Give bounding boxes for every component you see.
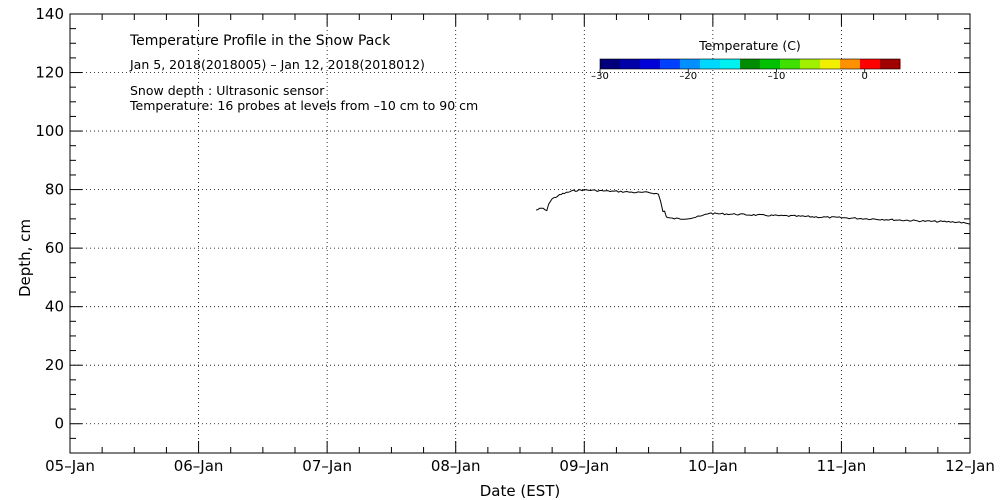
chart-subtitle: Jan 5, 2018(2018005) – Jan 12, 2018(2018… (129, 57, 425, 72)
y-tick-label: 120 (35, 64, 64, 82)
colorbar-tick-label: –10 (768, 71, 786, 82)
y-tick-label: 40 (45, 298, 64, 316)
colorbar-tick-label: –20 (679, 71, 697, 82)
colorbar-swatch (700, 59, 721, 69)
colorbar-swatch (780, 59, 801, 69)
y-tick-label: 20 (45, 356, 64, 374)
plot-frame (69, 13, 971, 454)
chart-title: Temperature Profile in the Snow Pack (129, 33, 391, 49)
colorbar-swatch (800, 59, 821, 69)
colorbar-swatch (660, 59, 681, 69)
colorbar-swatch (640, 59, 661, 69)
y-tick-label: 60 (45, 239, 64, 257)
colorbar-swatch (840, 59, 861, 69)
colorbar-swatch (600, 59, 621, 69)
x-tick-label: 08–Jan (431, 457, 481, 475)
y-tick-label: 80 (45, 181, 64, 199)
colorbar-tick-label: –30 (591, 71, 609, 82)
colorbar-frame (599, 58, 901, 70)
axis-ticks (69, 13, 971, 454)
colorbar-tick-label: 0 (862, 71, 868, 82)
colorbar-swatch (720, 59, 741, 69)
x-tick-label: 06–Jan (174, 457, 224, 475)
colorbar-swatch (740, 59, 761, 69)
colorbar-swatch (820, 59, 841, 69)
y-tick-label: 140 (35, 5, 64, 23)
y-axis-title: Depth, cm (16, 219, 34, 297)
colorbar-swatches (599, 58, 901, 70)
x-tick-label: 12–Jan (945, 457, 995, 475)
snow-depth-line (535, 188, 971, 225)
colorbar-title: Temperature (C) (698, 38, 801, 53)
x-tick-label: 10–Jan (688, 457, 738, 475)
series-layer (535, 188, 971, 225)
colorbar-swatch (680, 59, 701, 69)
x-tick-label: 07–Jan (302, 457, 352, 475)
y-tick-label: 0 (54, 415, 64, 433)
colorbar-swatch (880, 59, 901, 69)
colorbar-ticks: –30 –20 –10 0 (591, 69, 868, 82)
colorbar: Temperature (C) –30 –20 –10 0 (591, 38, 901, 82)
annotation-temperature: Temperature: 16 probes at levels from –1… (129, 98, 478, 113)
colorbar-swatch (760, 59, 781, 69)
x-axis-title: Date (EST) (480, 482, 561, 500)
x-tick-label: 05–Jan (45, 457, 95, 475)
grid-lines (70, 14, 970, 453)
x-tick-labels: 05–Jan 06–Jan 07–Jan 08–Jan 09–Jan 10–Jan 11–J… (45, 457, 995, 475)
colorbar-swatch (860, 59, 881, 69)
x-tick-label: 11–Jan (817, 457, 867, 475)
y-tick-labels: 0 20 40 60 80 100 120 140 (35, 5, 64, 433)
colorbar-swatch (620, 59, 641, 69)
y-tick-label: 100 (35, 122, 64, 140)
x-tick-label: 09–Jan (559, 457, 609, 475)
annotation-snow-depth: Snow depth : Ultrasonic sensor (130, 83, 325, 98)
